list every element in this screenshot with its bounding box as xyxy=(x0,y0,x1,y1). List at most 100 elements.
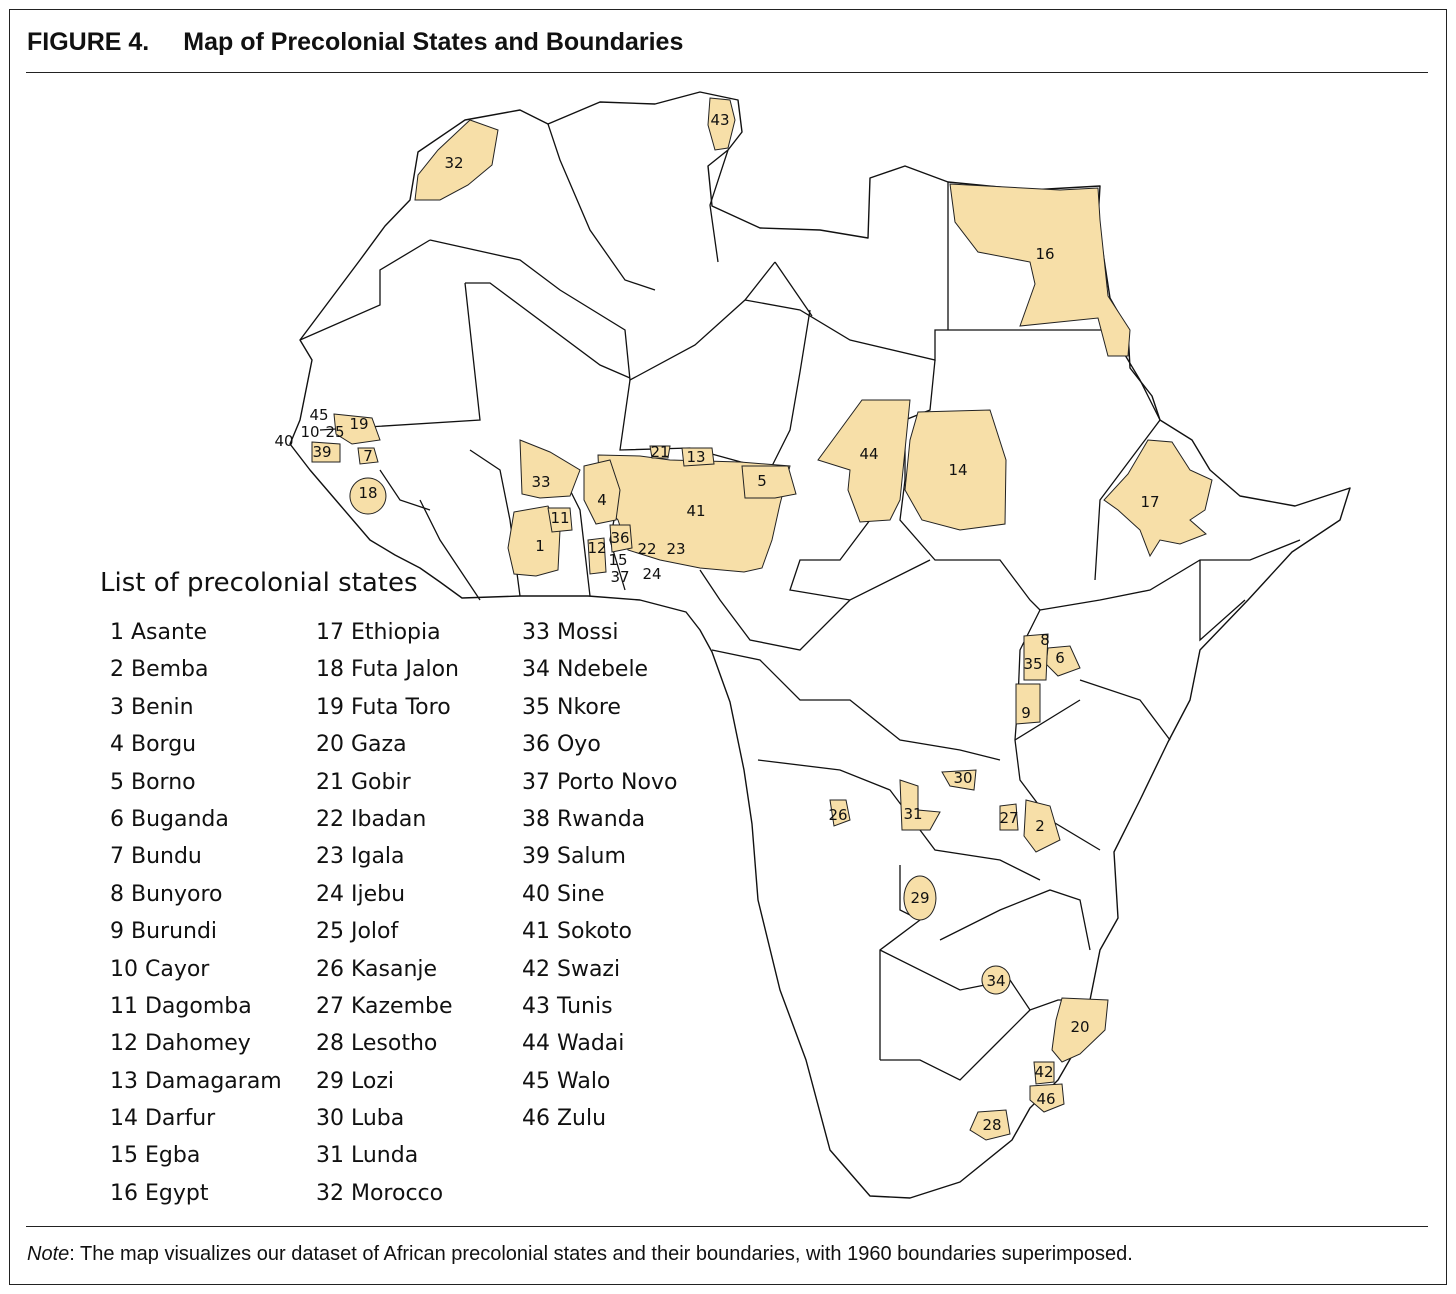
legend-item: 26 Kasanje xyxy=(316,956,438,982)
legend-item: 12 Dahomey xyxy=(110,1031,251,1057)
legend-item: 8 Bunyoro xyxy=(110,881,223,907)
legend-item: 10 Cayor xyxy=(110,956,210,982)
state-42-shape xyxy=(1033,1061,1055,1085)
map-label: 26 xyxy=(828,806,847,824)
map-label: 11 xyxy=(550,509,569,527)
state-labels: 1 2 4 5 6 7 8 9 10 11 12 13 14 15 16 17 … xyxy=(274,111,1159,1134)
legend-item: 3 Benin xyxy=(110,694,194,720)
map-label: 4 xyxy=(597,491,607,509)
legend-item: 20 Gaza xyxy=(316,732,407,758)
map-label: 15 xyxy=(608,551,627,569)
bottom-rule xyxy=(26,1226,1428,1227)
map-label: 28 xyxy=(982,1116,1001,1134)
map-label: 13 xyxy=(686,448,705,466)
map-label: 2 xyxy=(1035,817,1045,835)
map-label: 14 xyxy=(948,461,967,479)
state-30-shape xyxy=(941,769,977,791)
map-label: 23 xyxy=(666,540,685,558)
legend-item: 7 Bundu xyxy=(110,844,202,870)
legend-item: 16 Egypt xyxy=(110,1180,209,1206)
legend-item: 43 Tunis xyxy=(522,993,613,1019)
map-label: 40 xyxy=(274,432,293,450)
africa-outline xyxy=(289,91,1351,1199)
map-label: 43 xyxy=(710,111,729,129)
state-31-shape xyxy=(899,779,941,831)
state-46-shape xyxy=(1029,1083,1065,1113)
state-33-shape xyxy=(519,439,581,499)
legend-item: 9 Burundi xyxy=(110,919,218,945)
figure-title-text: Map of Precolonial States and Boundaries xyxy=(183,28,684,56)
state-44-shape xyxy=(817,399,911,523)
state-17-shape xyxy=(1103,439,1213,558)
map-label: 29 xyxy=(910,889,929,907)
legend-item: 13 Damagaram xyxy=(110,1068,282,1094)
legend-item: 40 Sine xyxy=(522,881,605,907)
map-label: 35 xyxy=(1023,655,1042,673)
legend-item: 18 Futa Jalon xyxy=(316,657,459,683)
legend-item: 34 Ndebele xyxy=(522,657,649,683)
legend-column-2: 17 Ethiopia 18 Futa Jalon 19 Futa Toro 2… xyxy=(316,618,459,1216)
legend-item: 24 Ijebu xyxy=(316,881,406,907)
map-label: 32 xyxy=(444,154,463,172)
figure-number: FIGURE 4. xyxy=(27,28,150,56)
figure-note: Note: The map visualizes our dataset of … xyxy=(27,1243,1133,1266)
state-35-shape xyxy=(1023,633,1049,681)
legend-item: 27 Kazembe xyxy=(316,993,453,1019)
map-label: 39 xyxy=(312,443,331,461)
map-label: 24 xyxy=(642,565,661,583)
map-label: 30 xyxy=(953,769,972,787)
legend-item: 2 Bemba xyxy=(110,657,209,683)
state-12-shape xyxy=(587,537,607,575)
state-16-shape xyxy=(949,183,1131,357)
map-label: 9 xyxy=(1021,704,1031,722)
state-36-shape xyxy=(609,524,633,553)
legend-item: 15 Egba xyxy=(110,1143,201,1169)
map-label: 19 xyxy=(349,415,368,433)
map-label: 8 xyxy=(1040,631,1050,649)
map-label: 37 xyxy=(610,568,629,586)
map-label: 36 xyxy=(610,529,629,547)
map-label: 44 xyxy=(859,445,878,463)
state-11-shape xyxy=(547,507,573,533)
map-label: 6 xyxy=(1055,649,1065,667)
legend-item: 11 Dagomba xyxy=(110,993,252,1019)
legend-item: 45 Walo xyxy=(522,1068,611,1094)
map-label: 45 xyxy=(309,406,328,424)
state-34-shape xyxy=(981,965,1011,995)
legend-item: 28 Lesotho xyxy=(316,1031,438,1057)
map-label: 46 xyxy=(1036,1090,1055,1108)
legend-item: 17 Ethiopia xyxy=(316,620,441,645)
legend-item: 5 Borno xyxy=(110,769,196,795)
legend-item: 41 Sokoto xyxy=(522,919,632,945)
state-4-shape xyxy=(583,459,621,525)
legend-item: 37 Porto Novo xyxy=(522,769,678,795)
map-label: 16 xyxy=(1035,245,1054,263)
map-label: 22 xyxy=(637,540,656,558)
state-28-shape xyxy=(969,1109,1011,1141)
legend-item: 23 Igala xyxy=(316,844,405,870)
state-27-shape xyxy=(999,803,1019,831)
legend-column-3: 33 Mossi 34 Ndebele 35 Nkore 36 Oyo 37 P… xyxy=(522,618,677,1141)
legend-item: 33 Mossi xyxy=(522,620,619,645)
map-label: 21 xyxy=(650,443,669,461)
map-label: 25 xyxy=(325,423,344,441)
state-39-shape xyxy=(311,441,341,463)
legend-item: 35 Nkore xyxy=(522,694,621,720)
map-label: 18 xyxy=(358,484,377,502)
map-label: 10 xyxy=(300,423,319,441)
legend-item: 42 Swazi xyxy=(522,956,621,982)
map-label: 41 xyxy=(686,502,705,520)
note-prefix: Note xyxy=(27,1243,70,1265)
legend-item: 19 Futa Toro xyxy=(316,694,451,720)
state-29-shape xyxy=(903,875,937,921)
legend-item: 4 Borgu xyxy=(110,732,197,758)
top-rule xyxy=(26,72,1428,73)
map-label: 12 xyxy=(587,539,606,557)
legend-title: List of precolonial states xyxy=(100,568,418,598)
precolonial-states xyxy=(311,97,1213,1141)
state-20-shape xyxy=(1051,997,1109,1063)
legend-item: 21 Gobir xyxy=(316,769,411,795)
legend-item: 31 Lunda xyxy=(316,1143,419,1169)
legend-column-1: 1 Asante 2 Bemba 3 Benin 4 Borgu 5 Borno… xyxy=(110,618,282,1216)
